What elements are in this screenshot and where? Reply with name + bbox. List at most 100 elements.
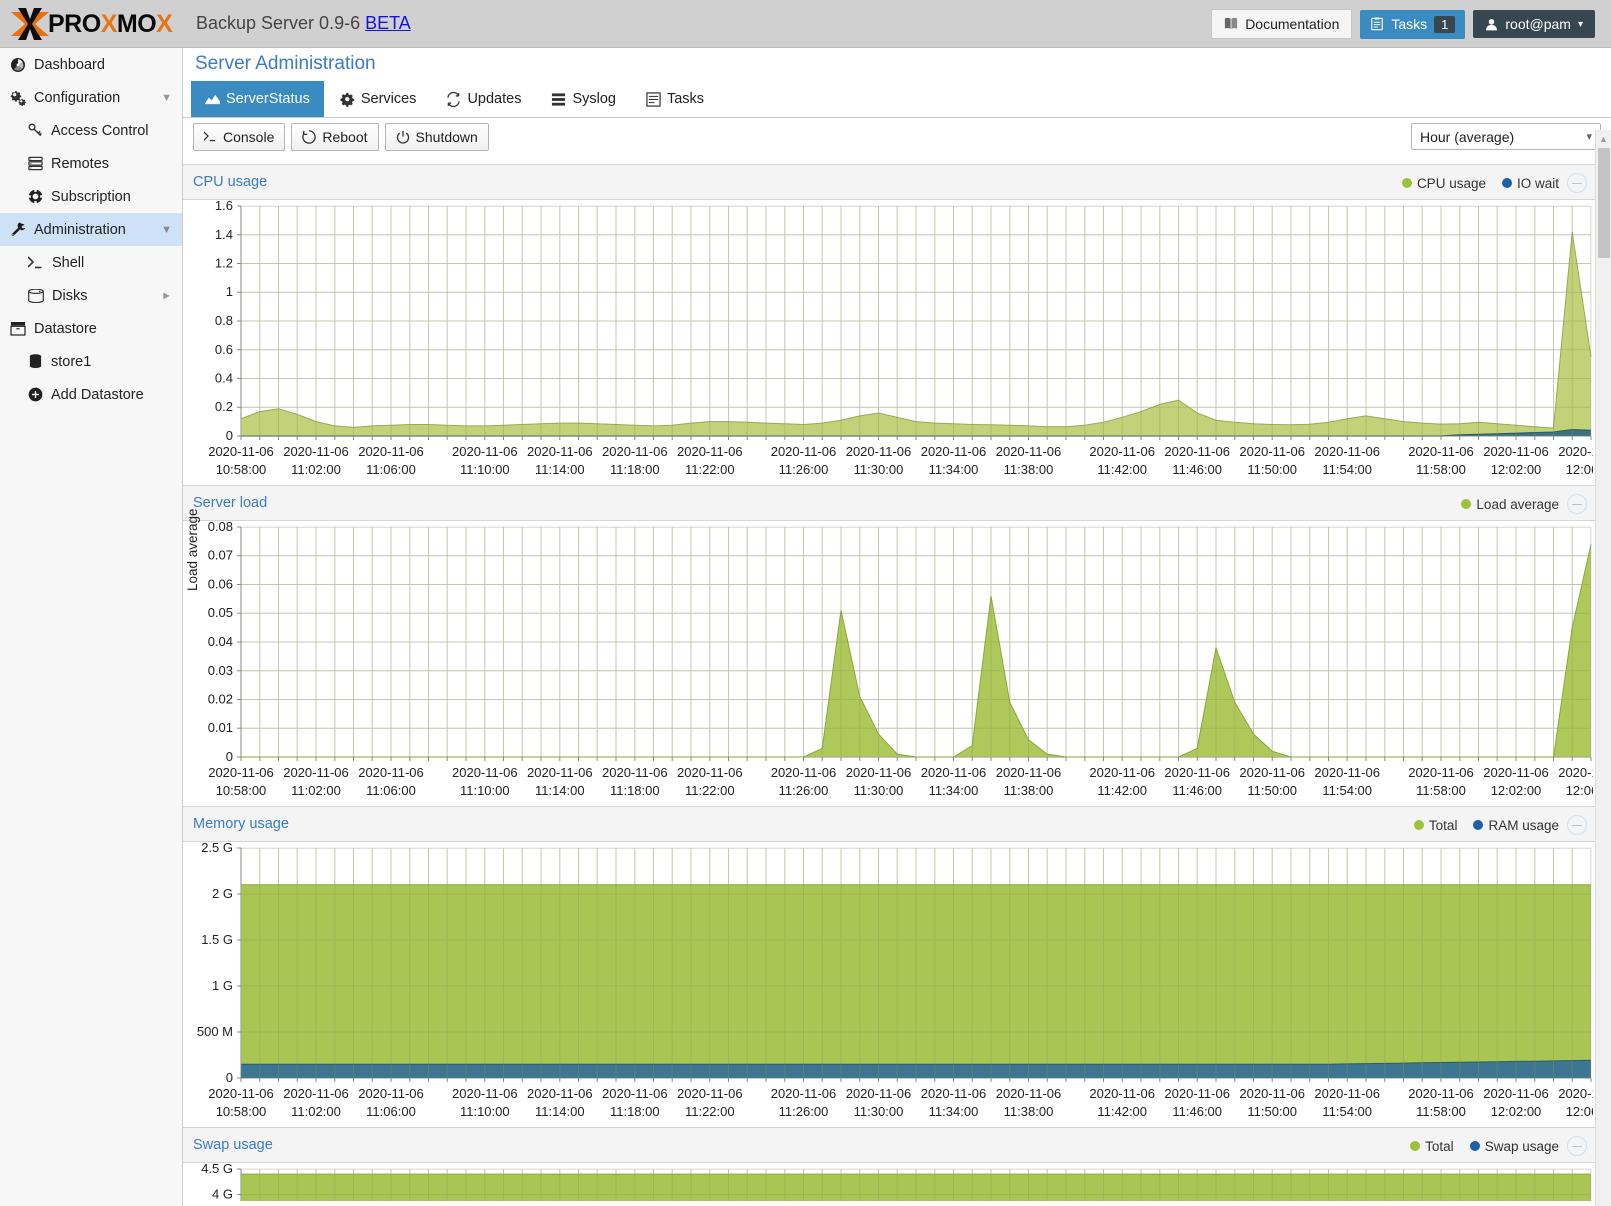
svg-text:11:06:00: 11:06:00 (366, 1104, 416, 1119)
svg-text:2020-11-06: 2020-11-06 (1483, 444, 1549, 459)
svg-text:2020-11-06: 2020-11-06 (1239, 765, 1305, 780)
svg-text:2020-11-06: 2020-11-06 (1164, 765, 1230, 780)
svg-text:11:54:00: 11:54:00 (1322, 462, 1372, 477)
svg-text:2020-11-06: 2020-11-06 (1483, 765, 1549, 780)
svg-text:2020-11-06: 2020-11-06 (996, 765, 1062, 780)
svg-text:2020-11-06: 2020-11-06 (1558, 1086, 1593, 1101)
svg-text:2020-11-06: 2020-11-06 (358, 444, 424, 459)
svg-text:4.5 G: 4.5 G (201, 1163, 233, 1176)
svg-text:11:18:00: 11:18:00 (610, 1104, 660, 1119)
svg-text:0.07: 0.07 (208, 548, 233, 563)
svg-text:2020-11-06: 2020-11-06 (677, 765, 743, 780)
svg-text:2020-11-06: 2020-11-06 (1408, 444, 1474, 459)
svg-text:12:02:00: 12:02:00 (1491, 783, 1542, 798)
svg-text:2020-11-06: 2020-11-06 (527, 765, 593, 780)
svg-text:2020-11-06: 2020-11-06 (1314, 765, 1380, 780)
svg-text:11:58:00: 11:58:00 (1416, 462, 1466, 477)
svg-text:11:14:00: 11:14:00 (535, 462, 585, 477)
svg-text:2020-11-06: 2020-11-06 (602, 444, 668, 459)
svg-text:11:26:00: 11:26:00 (779, 783, 829, 798)
svg-text:11:02:00: 11:02:00 (291, 1104, 341, 1119)
svg-text:12:06:00: 12:06:00 (1566, 462, 1593, 477)
svg-text:2020-11-06: 2020-11-06 (283, 765, 349, 780)
svg-text:2020-11-06: 2020-11-06 (1314, 444, 1380, 459)
svg-text:2 G: 2 G (212, 886, 233, 901)
svg-text:11:30:00: 11:30:00 (854, 462, 904, 477)
svg-text:2020-11-06: 2020-11-06 (677, 444, 743, 459)
svg-text:0.03: 0.03 (208, 663, 233, 678)
svg-text:11:34:00: 11:34:00 (929, 1104, 979, 1119)
svg-text:11:22:00: 11:22:00 (685, 462, 735, 477)
svg-text:1: 1 (226, 284, 233, 299)
svg-text:11:14:00: 11:14:00 (535, 1104, 585, 1119)
svg-text:2020-11-06: 2020-11-06 (1408, 765, 1474, 780)
svg-text:10:58:00: 10:58:00 (216, 462, 267, 477)
svg-text:2020-11-06: 2020-11-06 (602, 765, 668, 780)
svg-text:2020-11-06: 2020-11-06 (996, 1086, 1062, 1101)
svg-text:2020-11-06: 2020-11-06 (208, 765, 274, 780)
svg-text:0: 0 (226, 1070, 233, 1085)
svg-text:11:46:00: 11:46:00 (1172, 462, 1222, 477)
svg-text:12:02:00: 12:02:00 (1491, 1104, 1542, 1119)
svg-text:0.08: 0.08 (208, 521, 233, 534)
svg-text:11:18:00: 11:18:00 (610, 783, 660, 798)
svg-text:0.06: 0.06 (208, 577, 233, 592)
svg-text:0: 0 (226, 749, 233, 764)
svg-text:11:06:00: 11:06:00 (366, 783, 416, 798)
svg-text:2020-11-06: 2020-11-06 (452, 444, 518, 459)
svg-text:12:06:00: 12:06:00 (1566, 1104, 1593, 1119)
svg-text:11:38:00: 11:38:00 (1004, 462, 1054, 477)
svg-text:2020-11-06: 2020-11-06 (452, 765, 518, 780)
svg-text:1 G: 1 G (212, 978, 233, 993)
svg-text:2020-11-06: 2020-11-06 (1558, 444, 1593, 459)
svg-text:0.4: 0.4 (215, 371, 233, 386)
svg-text:2020-11-06: 2020-11-06 (527, 1086, 593, 1101)
svg-text:2020-11-06: 2020-11-06 (1089, 1086, 1155, 1101)
svg-text:2.5 G: 2.5 G (201, 842, 233, 855)
svg-text:0: 0 (226, 428, 233, 443)
svg-text:11:38:00: 11:38:00 (1004, 1104, 1054, 1119)
svg-text:2020-11-06: 2020-11-06 (677, 1086, 743, 1101)
svg-text:11:58:00: 11:58:00 (1416, 783, 1466, 798)
svg-text:2020-11-06: 2020-11-06 (771, 1086, 837, 1101)
svg-text:11:02:00: 11:02:00 (291, 462, 341, 477)
svg-text:11:14:00: 11:14:00 (535, 783, 585, 798)
svg-text:10:58:00: 10:58:00 (216, 1104, 267, 1119)
svg-text:4 G: 4 G (212, 1187, 233, 1201)
svg-text:2020-11-06: 2020-11-06 (1164, 1086, 1230, 1101)
svg-text:0.2: 0.2 (215, 399, 233, 414)
svg-text:2020-11-06: 2020-11-06 (1164, 444, 1230, 459)
svg-text:2020-11-06: 2020-11-06 (846, 765, 912, 780)
svg-text:2020-11-06: 2020-11-06 (921, 444, 987, 459)
svg-text:2020-11-06: 2020-11-06 (771, 765, 837, 780)
svg-text:0.6: 0.6 (215, 342, 233, 357)
svg-text:1.6: 1.6 (215, 200, 233, 213)
svg-text:2020-11-06: 2020-11-06 (452, 1086, 518, 1101)
svg-text:11:22:00: 11:22:00 (685, 783, 735, 798)
svg-text:11:10:00: 11:10:00 (460, 462, 510, 477)
svg-text:2020-11-06: 2020-11-06 (771, 444, 837, 459)
svg-text:2020-11-06: 2020-11-06 (1314, 1086, 1380, 1101)
svg-text:11:34:00: 11:34:00 (929, 462, 979, 477)
svg-text:2020-11-06: 2020-11-06 (283, 444, 349, 459)
svg-text:500 M: 500 M (197, 1024, 233, 1039)
svg-text:2020-11-06: 2020-11-06 (358, 765, 424, 780)
svg-text:11:46:00: 11:46:00 (1172, 1104, 1222, 1119)
svg-text:11:42:00: 11:42:00 (1097, 783, 1147, 798)
svg-text:11:54:00: 11:54:00 (1322, 783, 1372, 798)
svg-text:2020-11-06: 2020-11-06 (283, 1086, 349, 1101)
svg-text:2020-11-06: 2020-11-06 (1558, 765, 1593, 780)
svg-text:2020-11-06: 2020-11-06 (921, 1086, 987, 1101)
svg-text:2020-11-06: 2020-11-06 (921, 765, 987, 780)
svg-text:11:30:00: 11:30:00 (854, 1104, 904, 1119)
svg-text:2020-11-06: 2020-11-06 (358, 1086, 424, 1101)
svg-text:12:06:00: 12:06:00 (1566, 783, 1593, 798)
svg-text:2020-11-06: 2020-11-06 (1089, 765, 1155, 780)
svg-text:12:02:00: 12:02:00 (1491, 462, 1542, 477)
svg-text:1.5 G: 1.5 G (201, 932, 233, 947)
svg-text:2020-11-06: 2020-11-06 (1408, 1086, 1474, 1101)
svg-text:0.02: 0.02 (208, 692, 233, 707)
svg-text:11:50:00: 11:50:00 (1247, 783, 1297, 798)
svg-text:0.01: 0.01 (208, 720, 233, 735)
svg-text:11:18:00: 11:18:00 (610, 462, 660, 477)
